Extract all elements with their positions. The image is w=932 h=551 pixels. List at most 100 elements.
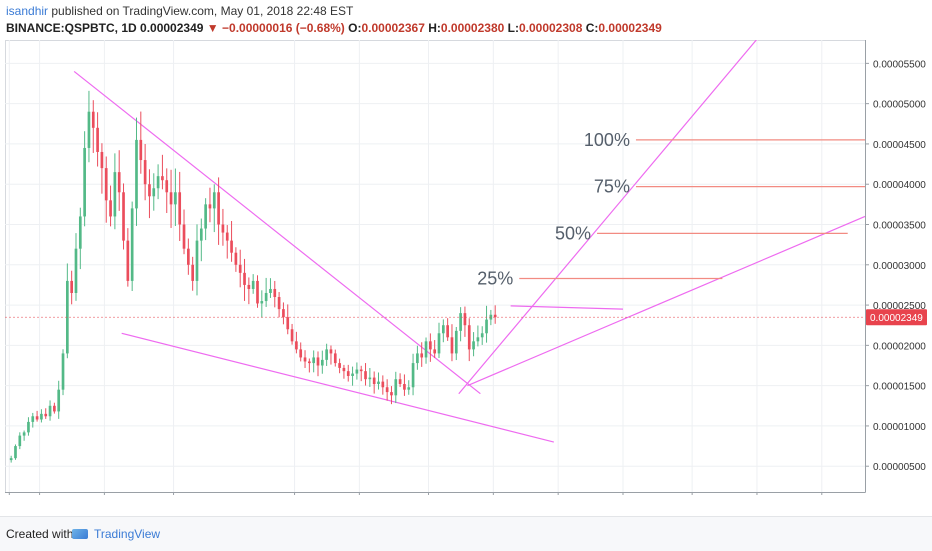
candle-body	[312, 357, 316, 364]
candle-body	[238, 264, 242, 273]
low-value: 0.00002308	[518, 21, 583, 35]
candle-body	[126, 240, 130, 281]
candle-body	[74, 248, 78, 293]
price-tick-label: 0.00005500	[873, 59, 926, 70]
candle-body	[368, 377, 372, 380]
candle-body	[40, 413, 43, 420]
candle-body	[104, 168, 108, 201]
candle-body	[260, 301, 264, 304]
candle-body	[355, 369, 359, 374]
candle-body	[424, 341, 428, 358]
candle-body	[130, 208, 134, 281]
candle-body	[191, 264, 195, 281]
candle-body	[385, 387, 389, 393]
last-price-tag-label: 0.00002349	[870, 313, 923, 324]
candle-body	[165, 180, 169, 193]
candle-body	[420, 353, 424, 358]
candle-body	[407, 387, 411, 390]
candle-body	[429, 341, 432, 350]
candle-body	[282, 309, 285, 318]
candle-body	[178, 192, 182, 225]
grid	[5, 40, 866, 493]
axes: 0.00005500 0.00005000 0.00004500 0.00004000…	[4, 40, 926, 511]
candle-body	[411, 363, 415, 388]
price-tick-label: 0.00001000	[873, 422, 926, 433]
candle-body	[485, 319, 488, 334]
candle-body	[70, 280, 74, 293]
low-label: L:	[507, 21, 519, 35]
candle-body	[390, 392, 393, 396]
tradingview-logo[interactable]: TradingView	[72, 527, 160, 541]
candle-body	[243, 272, 246, 285]
fib-level-label: 100%	[584, 130, 630, 150]
candle-body	[286, 317, 290, 330]
candle-body	[208, 204, 212, 209]
candle-body	[364, 371, 367, 380]
tradingview-brand: TradingView	[94, 527, 161, 541]
candle-body	[303, 357, 307, 362]
symbol-name: BINANCE:QSPBTC, 1D	[6, 21, 137, 35]
candle-body	[100, 151, 104, 169]
candle-body	[35, 416, 39, 420]
candle-body	[169, 192, 173, 205]
candle-body	[338, 363, 341, 368]
candle-body	[459, 313, 462, 331]
price-tick-label: 0.00004000	[873, 180, 926, 191]
candle-body	[199, 228, 203, 241]
candle-body	[329, 349, 333, 354]
candle-body	[403, 384, 406, 390]
candle-body	[152, 188, 156, 197]
candle-body	[113, 172, 117, 217]
candle-body	[9, 458, 13, 461]
candle-body	[454, 330, 458, 354]
candle-body	[143, 160, 147, 185]
candle-body	[295, 341, 298, 350]
candle-body	[31, 416, 35, 422]
candle-body	[273, 288, 277, 298]
chart-publish-info: isandhir published on TradingView.com, M…	[6, 4, 353, 18]
publish-info: published on TradingView.com, May 01, 20…	[51, 4, 354, 18]
overlays: 0.00002349	[5, 309, 927, 326]
candle-body	[446, 325, 449, 338]
candle-body	[117, 172, 121, 193]
candle-body	[161, 176, 164, 181]
candle-body	[416, 353, 419, 364]
candle-body	[299, 349, 303, 358]
candle-body	[450, 337, 454, 354]
candle-body	[48, 405, 52, 417]
candlestick-chart[interactable]: 100%75%50%25% 0.00002349 0.00005500 0.000…	[4, 38, 927, 511]
candle-body	[96, 127, 99, 152]
candle-body	[83, 147, 86, 217]
chart-area[interactable]: 100% 75% 50% 25% 0.00002349 0.00005500 0.000…	[4, 38, 927, 511]
candle-body	[398, 379, 402, 385]
candle-body	[441, 325, 445, 334]
candle-body	[346, 371, 350, 376]
candle-body	[290, 329, 294, 342]
candle-body	[22, 432, 26, 436]
candle-body	[91, 111, 95, 128]
price-tick-label: 0.00003500	[873, 221, 926, 232]
candle-body	[122, 192, 125, 241]
candle-body	[277, 297, 281, 310]
candle-body	[187, 248, 190, 265]
price-tick-label: 0.00003000	[873, 261, 926, 272]
fib-level-label: 50%	[555, 223, 591, 243]
price-tick-label: 0.00005000	[873, 100, 926, 111]
candle-body	[212, 192, 216, 209]
candle-body	[174, 192, 177, 205]
candle-body	[66, 280, 69, 354]
candle-body	[53, 405, 56, 412]
price-tick-label: 0.00001500	[873, 382, 926, 393]
flag-top-line	[510, 305, 624, 310]
tradingview-logo-icon	[72, 529, 88, 539]
price-tick-label: 0.00002000	[873, 341, 926, 352]
candle-body	[44, 413, 48, 417]
candle-body	[135, 139, 138, 209]
author-name[interactable]: isandhir	[6, 4, 49, 18]
candle-body	[14, 446, 17, 459]
price-change: −0.00000016 (−0.68%)	[222, 21, 345, 35]
drawings: 100% 75% 50% 25%	[73, 38, 866, 443]
price-tick-label: 0.00000500	[873, 462, 926, 473]
candle-body	[182, 224, 186, 249]
candle-body	[256, 280, 259, 304]
